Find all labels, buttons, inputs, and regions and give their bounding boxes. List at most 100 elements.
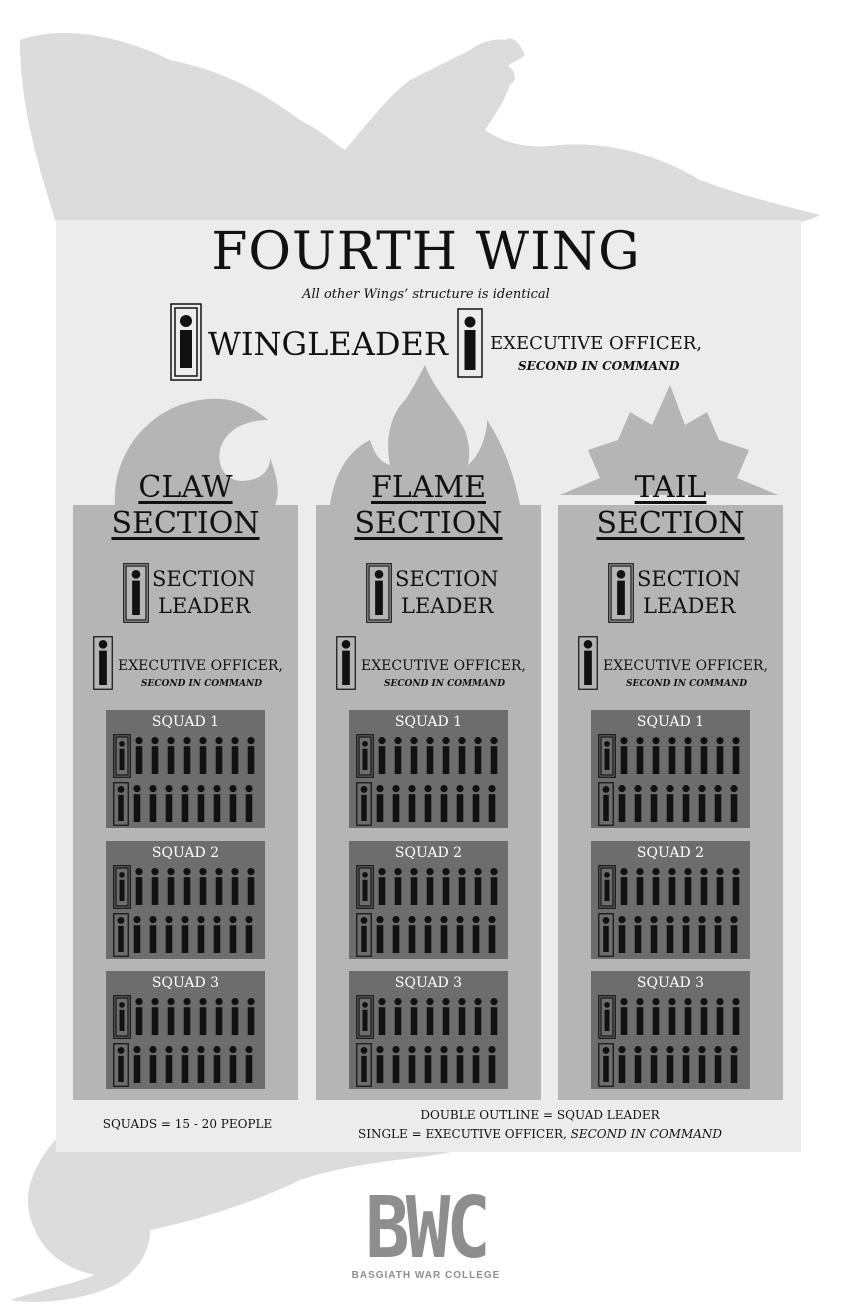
section-title-line-1: TAIL	[634, 470, 707, 505]
wingleader-icon	[170, 303, 202, 381]
section-leader-label: SECTION LEADER	[395, 566, 499, 620]
person-icon	[424, 785, 432, 822]
section-leader-line-2: LEADER	[643, 594, 736, 618]
section-title: CLAW SECTION	[73, 470, 298, 542]
person-icon	[376, 1046, 384, 1083]
person-icon	[618, 785, 626, 822]
person-icon	[650, 1046, 658, 1083]
legend-line-2-b: SECOND IN COMMAND	[570, 1127, 723, 1141]
person-icon	[456, 916, 464, 953]
squad-executive-icon	[113, 782, 129, 826]
person-icon	[716, 737, 724, 774]
person-icon	[682, 916, 690, 953]
person-icon	[135, 998, 143, 1035]
person-icon	[440, 785, 448, 822]
person-icon	[183, 998, 191, 1035]
person-icon	[426, 737, 434, 774]
person-icon	[408, 785, 416, 822]
person-icon	[716, 868, 724, 905]
person-icon	[229, 916, 237, 953]
squad-leader-icon	[356, 734, 374, 778]
person-icon	[410, 868, 418, 905]
person-icon	[376, 916, 384, 953]
person-icon	[700, 737, 708, 774]
person-icon	[442, 737, 450, 774]
person-icon	[666, 1046, 674, 1083]
person-icon	[133, 916, 141, 953]
person-icon	[426, 868, 434, 905]
person-icon	[440, 1046, 448, 1083]
person-icon	[620, 868, 628, 905]
section-executive-sub: SECOND IN COMMAND	[141, 679, 263, 689]
squad-label: SQUAD 1	[151, 714, 220, 730]
person-icon	[618, 1046, 626, 1083]
person-icon	[392, 1046, 400, 1083]
person-icon	[165, 916, 173, 953]
person-icon	[149, 1046, 157, 1083]
person-icon	[714, 916, 722, 953]
person-icon	[394, 737, 402, 774]
person-icon	[133, 785, 141, 822]
squad-executive-icon	[598, 913, 614, 957]
person-icon	[229, 1046, 237, 1083]
person-icon	[650, 785, 658, 822]
person-icon	[490, 868, 498, 905]
wing-executive-label: EXECUTIVE OFFICER,	[490, 333, 703, 354]
person-icon	[636, 868, 644, 905]
person-icon	[231, 737, 239, 774]
legend-line-2: SINGLE = EXECUTIVE OFFICER, SECOND IN CO…	[320, 1125, 760, 1144]
person-icon	[215, 998, 223, 1035]
section-title-line-1: CLAW	[138, 470, 233, 505]
squad-executive-icon	[356, 913, 372, 957]
person-icon	[456, 1046, 464, 1083]
person-icon	[700, 868, 708, 905]
person-icon	[392, 785, 400, 822]
wing-executive-icon	[457, 308, 483, 378]
section-leader-icon	[366, 563, 392, 623]
person-icon	[652, 998, 660, 1035]
person-icon	[410, 998, 418, 1035]
person-icon	[426, 998, 434, 1035]
section-executive-label: EXECUTIVE OFFICER,	[118, 658, 283, 674]
squad-executive-icon	[598, 1043, 614, 1087]
person-icon	[229, 785, 237, 822]
section-executive-label: EXECUTIVE OFFICER,	[603, 658, 768, 674]
person-icon	[151, 998, 159, 1035]
person-icon	[378, 737, 386, 774]
person-icon	[716, 998, 724, 1035]
section-leader-line-1: SECTION	[637, 567, 741, 591]
person-icon	[472, 916, 480, 953]
person-icon	[442, 868, 450, 905]
person-icon	[700, 998, 708, 1035]
person-icon	[181, 1046, 189, 1083]
person-icon	[684, 737, 692, 774]
person-icon	[245, 785, 253, 822]
person-icon	[684, 868, 692, 905]
person-icon	[458, 868, 466, 905]
person-icon	[490, 737, 498, 774]
person-icon	[472, 1046, 480, 1083]
squad-leader-icon	[113, 734, 131, 778]
person-icon	[215, 737, 223, 774]
page-subtitle: All other Wings’ structure is identical	[302, 287, 550, 302]
squad-label: SQUAD 1	[394, 714, 463, 730]
person-icon	[730, 785, 738, 822]
section-leader-label: SECTION LEADER	[152, 566, 256, 620]
person-icon	[197, 785, 205, 822]
squad-label: SQUAD 3	[151, 975, 220, 991]
person-icon	[378, 868, 386, 905]
person-icon	[181, 785, 189, 822]
person-icon	[652, 868, 660, 905]
section-executive-sub: SECOND IN COMMAND	[384, 679, 506, 689]
legend-line-2-a: SINGLE = EXECUTIVE OFFICER,	[357, 1127, 567, 1141]
person-icon	[684, 998, 692, 1035]
person-icon	[732, 998, 740, 1035]
section-title: TAIL SECTION	[558, 470, 783, 542]
section-title: FLAME SECTION	[316, 470, 541, 542]
person-icon	[474, 998, 482, 1035]
person-icon	[199, 868, 207, 905]
person-icon	[149, 916, 157, 953]
person-icon	[181, 916, 189, 953]
person-icon	[650, 916, 658, 953]
person-icon	[634, 1046, 642, 1083]
